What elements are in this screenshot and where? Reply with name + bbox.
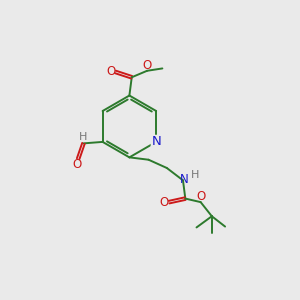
Text: O: O: [72, 158, 81, 171]
Text: N: N: [151, 135, 161, 148]
Text: N: N: [180, 173, 189, 186]
Text: H: H: [78, 132, 87, 142]
Text: O: O: [106, 65, 115, 78]
Text: O: O: [196, 190, 206, 203]
Text: O: O: [143, 59, 152, 72]
Text: O: O: [160, 196, 169, 209]
Text: H: H: [191, 170, 200, 180]
